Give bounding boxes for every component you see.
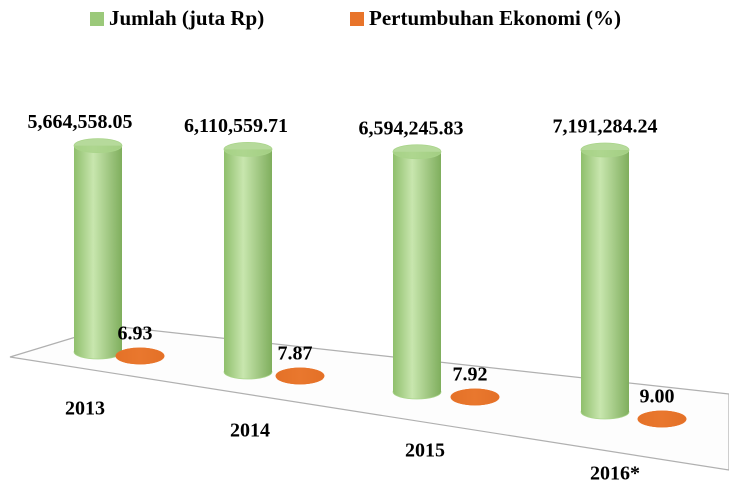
value-label: 6,594,245.83 — [359, 117, 464, 139]
cylinder — [73, 138, 123, 360]
legend-label: Pertumbuhan Ekonomi (%) — [369, 6, 621, 30]
cylinder-body — [393, 151, 441, 392]
cylinder-top — [637, 410, 687, 428]
cylinder-top — [73, 138, 123, 154]
cylinder — [275, 367, 325, 385]
cylinder — [637, 410, 687, 428]
cylinder-top — [450, 388, 500, 406]
value-label: 7.92 — [453, 364, 488, 386]
cylinder-body — [581, 150, 629, 412]
x-tick-label: 2014 — [230, 420, 270, 442]
legend-swatch — [350, 12, 364, 26]
legend: Jumlah (juta Rp) Pertumbuhan Ekonomi (%) — [90, 6, 621, 30]
value-label: 9.00 — [640, 386, 675, 408]
cylinder-top — [223, 141, 273, 157]
value-label: 7,191,284.24 — [553, 116, 658, 138]
value-label: 5,664,558.05 — [28, 111, 133, 133]
x-tick-label: 2013 — [65, 398, 105, 420]
cylinder — [450, 388, 500, 406]
x-tick-label: 2015 — [405, 440, 445, 462]
cylinder-top — [392, 144, 442, 160]
cylinder-top — [580, 142, 630, 158]
cylinder — [115, 347, 165, 365]
cylinder-body — [224, 149, 272, 372]
cylinder — [580, 142, 630, 420]
legend-label: Jumlah (juta Rp) — [109, 6, 264, 30]
legend-swatch — [90, 12, 104, 26]
cylinder — [392, 144, 442, 400]
cylinder-top — [115, 347, 165, 365]
cylinder-top — [275, 367, 325, 385]
value-label: 6.93 — [118, 323, 153, 345]
cylinder — [223, 141, 273, 380]
cylinder-body — [74, 145, 122, 352]
value-label: 7.87 — [278, 343, 313, 365]
value-label: 6,110,559.71 — [184, 115, 288, 137]
x-tick-label: 2016* — [590, 463, 640, 485]
